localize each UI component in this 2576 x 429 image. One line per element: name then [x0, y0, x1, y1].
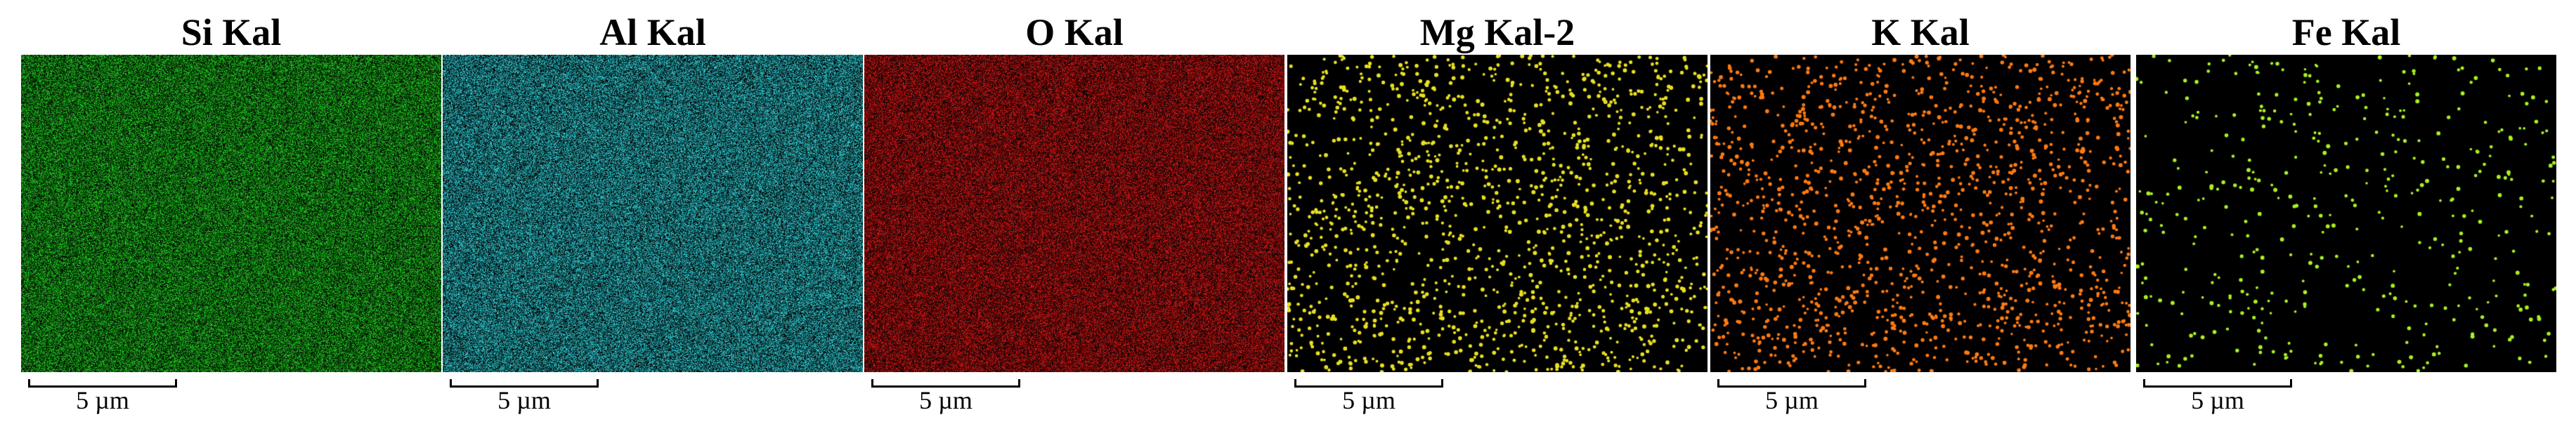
scale-bar-line	[450, 379, 599, 388]
scale-bar: 5 µm	[1294, 379, 1443, 421]
scale-bar-label: 5 µm	[497, 386, 551, 414]
al-map-image	[443, 55, 863, 372]
scale-bar-label: 5 µm	[1765, 386, 1819, 414]
panel-title: Fe Kal	[2291, 11, 2401, 53]
panel-k: K Kal 5 µm	[1710, 0, 2131, 429]
k-map-image	[1710, 55, 2131, 372]
scale-bar-line	[2143, 379, 2292, 388]
scale-bar: 5 µm	[28, 379, 177, 421]
panel-title: K Kal	[1871, 11, 1970, 53]
panel-title: Mg Kal-2	[1419, 11, 1575, 53]
panel-mg: Mg Kal-2 5 µm	[1287, 0, 1707, 429]
panel-title: Al Kal	[599, 11, 706, 53]
panel-title: Si Kal	[181, 11, 282, 53]
panel-title: O Kal	[1025, 11, 1124, 53]
scale-bar-label: 5 µm	[76, 386, 129, 414]
scale-bar-line	[28, 379, 177, 388]
si-map-image	[21, 55, 441, 372]
scale-bar: 5 µm	[450, 379, 599, 421]
scale-bar-line	[871, 379, 1020, 388]
o-map-image	[864, 55, 1284, 372]
scale-bar: 5 µm	[2143, 379, 2292, 421]
mg-map-image	[1287, 55, 1707, 372]
panel-fe: Fe Kal 5 µm	[2136, 0, 2556, 429]
panel-si: Si Kal 5 µm	[21, 0, 441, 429]
scale-bar-line	[1717, 379, 1866, 388]
scale-bar: 5 µm	[871, 379, 1020, 421]
scale-bar-line	[1294, 379, 1443, 388]
scale-bar: 5 µm	[1717, 379, 1866, 421]
scale-bar-label: 5 µm	[2191, 386, 2244, 414]
fe-map-image	[2136, 55, 2556, 372]
scale-bar-label: 5 µm	[919, 386, 972, 414]
panel-al: Al Kal 5 µm	[443, 0, 863, 429]
panel-o: O Kal 5 µm	[864, 0, 1284, 429]
scale-bar-label: 5 µm	[1342, 386, 1396, 414]
